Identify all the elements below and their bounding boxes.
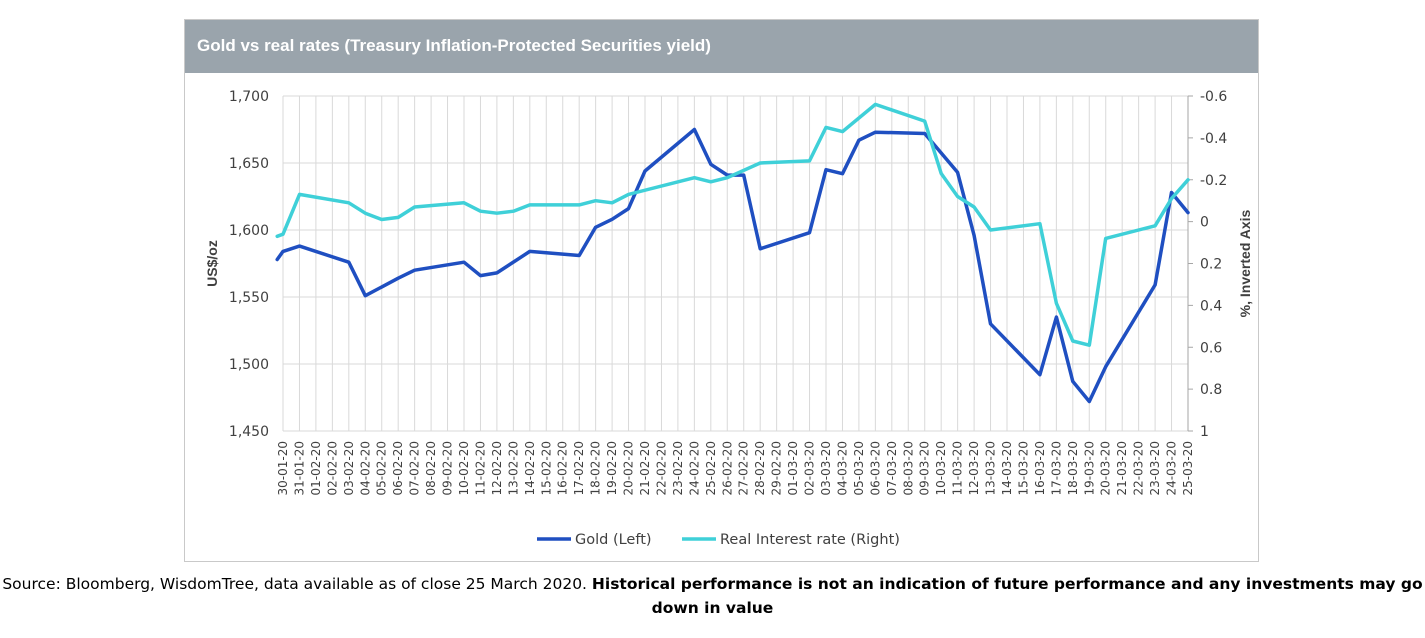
chart-panel: Gold vs real rates (Treasury Inflation-P… — [184, 19, 1259, 562]
x-axis-tick-label: 16-03-20 — [1033, 441, 1047, 495]
right-axis-tick-label: -0.4 — [1200, 131, 1227, 147]
left-axis-tick-label: 1,550 — [229, 290, 269, 306]
left-axis-tick-label: 1,500 — [229, 357, 269, 373]
chart-canvas: 1,700 1,650 1,600 1,550 1,500 1,450 -0.6 -0.4 -0… — [204, 89, 1253, 548]
x-axis-tick-label: 22-02-20 — [654, 441, 668, 495]
x-axis-tick-label: 10-03-20 — [934, 441, 948, 495]
source-text: Source: Bloomberg, WisdomTree, data avai… — [2, 575, 587, 593]
legend-real-rate-label: Real Interest rate (Right) — [720, 532, 900, 548]
x-axis-tick-label: 25-03-20 — [1181, 441, 1195, 495]
x-axis-tick-label: 03-03-20 — [819, 441, 833, 495]
x-axis-tick-label: 03-02-20 — [342, 441, 356, 495]
x-axis-tick-label: 05-02-20 — [375, 441, 389, 495]
left-axis-tick-label: 1,600 — [229, 223, 269, 239]
x-axis-tick-label: 01-02-20 — [309, 441, 323, 495]
left-axis-tick-label: 1,700 — [229, 89, 269, 105]
right-axis-tick-label: 0.4 — [1200, 298, 1222, 314]
x-axis-tick-label: 14-02-20 — [523, 441, 537, 495]
x-axis-tick-label: 17-03-20 — [1049, 441, 1063, 495]
x-axis-tick-label: 07-03-20 — [885, 441, 899, 495]
x-axis-tick-label: 09-02-20 — [441, 441, 455, 495]
x-axis-tick-label: 25-02-20 — [704, 441, 718, 495]
x-axis-tick-label: 19-03-20 — [1082, 441, 1096, 495]
left-axis-tick-label: 1,650 — [229, 156, 269, 172]
x-axis-tick-label: 15-03-20 — [1016, 441, 1030, 495]
legend-gold-label: Gold (Left) — [575, 532, 652, 548]
x-axis-tick-label: 13-02-20 — [506, 441, 520, 495]
x-axis-tick-label: 24-03-20 — [1165, 441, 1179, 495]
x-axis-tick-label: 24-02-20 — [687, 441, 701, 495]
x-axis-tick-label: 22-03-20 — [1132, 441, 1146, 495]
x-axis-tick-label: 19-02-20 — [605, 441, 619, 495]
left-axis-title: US$/oz — [204, 240, 220, 287]
x-axis-tick-label: 16-02-20 — [556, 441, 570, 495]
x-axis-tick-label: 08-03-20 — [901, 441, 915, 495]
right-axis-tick-label: -0.6 — [1200, 89, 1227, 105]
x-axis-tick-label: 02-02-20 — [325, 441, 339, 495]
x-axis-tick-label: 20-03-20 — [1099, 441, 1113, 495]
chart-title-bar: Gold vs real rates (Treasury Inflation-P… — [185, 20, 1258, 73]
x-axis-tick-label: 02-03-20 — [803, 441, 817, 495]
x-axis-tick-label: 23-02-20 — [671, 441, 685, 495]
x-axis-tick-label: 12-02-20 — [490, 441, 504, 495]
gold-series-line — [275, 127, 1190, 404]
right-axis-tick-label: 0.6 — [1200, 340, 1222, 356]
right-axis-tick-label: 1 — [1200, 424, 1209, 440]
x-axis-tick-label: 27-02-20 — [737, 441, 751, 495]
x-axis-tick-label: 26-02-20 — [720, 441, 734, 495]
right-axis-tick-label: -0.2 — [1200, 173, 1227, 189]
right-axis-tick-label: 0.2 — [1200, 257, 1222, 273]
right-axis-tick-label: 0 — [1200, 215, 1209, 231]
x-axis-tick-label: 23-03-20 — [1148, 441, 1162, 495]
x-axis-tick-label: 04-03-20 — [835, 441, 849, 495]
x-axis-tick-label: 07-02-20 — [408, 441, 422, 495]
x-axis-tick-label: 18-03-20 — [1066, 441, 1080, 495]
x-axis-tick-label: 30-01-20 — [276, 441, 290, 495]
x-axis-tick-label: 05-03-20 — [852, 441, 866, 495]
x-axis-tick-label: 18-02-20 — [589, 441, 603, 495]
x-axis-tick-label: 09-03-20 — [918, 441, 932, 495]
x-axis-tick-label: 01-03-20 — [786, 441, 800, 495]
source-footer: Source: Bloomberg, WisdomTree, data avai… — [0, 572, 1425, 620]
x-axis-tick-label: 21-02-20 — [638, 441, 652, 495]
x-axis-tick-label: 11-02-20 — [473, 441, 487, 495]
x-axis-tick-label: 08-02-20 — [424, 441, 438, 495]
x-axis-tick-label: 17-02-20 — [572, 441, 586, 495]
x-axis-tick-label: 06-02-20 — [391, 441, 405, 495]
x-axis-tick-label: 04-02-20 — [358, 441, 372, 495]
real-rate-series-line — [275, 102, 1190, 347]
x-axis-tick-label: 31-01-20 — [292, 441, 306, 495]
x-axis-tick-label: 21-03-20 — [1115, 441, 1129, 495]
x-axis-tick-label: 10-02-20 — [457, 441, 471, 495]
x-axis-tick-label: 20-02-20 — [622, 441, 636, 495]
x-axis-tick-label: 13-03-20 — [984, 441, 998, 495]
x-axis-tick-label: 06-03-20 — [868, 441, 882, 495]
x-axis-tick-label: 11-03-20 — [951, 441, 965, 495]
x-axis-tick-label: 14-03-20 — [1000, 441, 1014, 495]
disclaimer-text: Historical performance is not an indicat… — [591, 575, 1423, 617]
left-axis-tick-label: 1,450 — [229, 424, 269, 440]
x-axis-tick-label: 15-02-20 — [539, 441, 553, 495]
right-axis-tick-label: 0.8 — [1200, 382, 1222, 398]
chart-title: Gold vs real rates (Treasury Inflation-P… — [197, 36, 711, 55]
x-axis-tick-label: 28-02-20 — [753, 441, 767, 495]
x-axis-tick-label: 29-02-20 — [770, 441, 784, 495]
x-axis-tick-label: 12-03-20 — [967, 441, 981, 495]
right-axis-title: %, Inverted Axis — [1237, 209, 1253, 317]
